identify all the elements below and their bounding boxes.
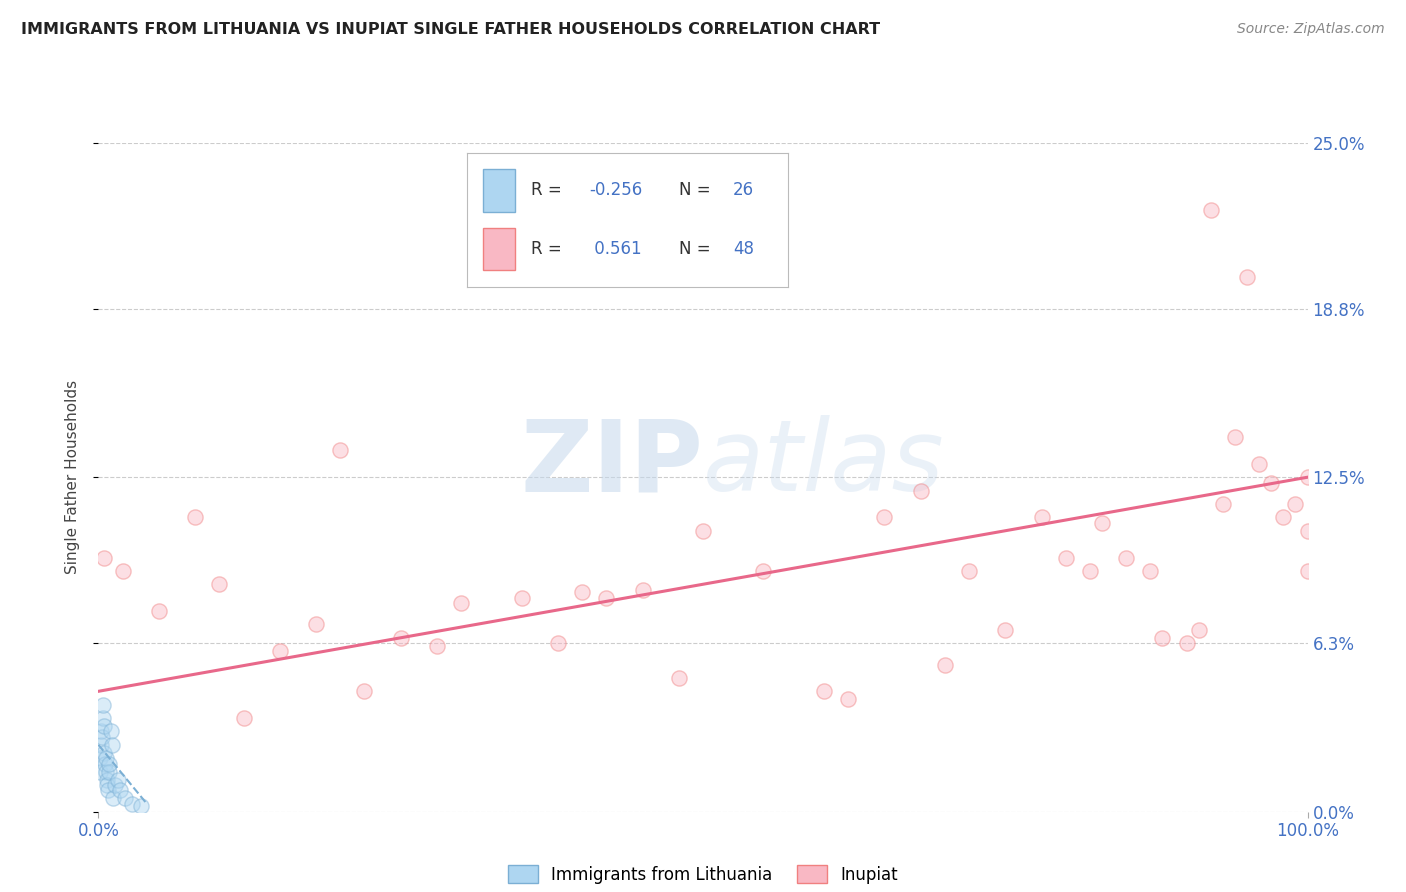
Point	[1188, 623, 1211, 637]
Point	[692, 524, 714, 538]
Point	[89, 764, 111, 779]
Point	[571, 585, 593, 599]
Point	[90, 738, 112, 752]
Point	[97, 783, 120, 797]
Point	[450, 596, 472, 610]
Point	[1152, 631, 1174, 645]
Point	[353, 684, 375, 698]
Point	[329, 443, 352, 458]
Point	[1284, 497, 1306, 511]
Point	[114, 791, 136, 805]
Point	[631, 582, 654, 597]
Point	[107, 772, 129, 787]
Point	[108, 783, 131, 797]
Point	[957, 564, 980, 578]
Point	[547, 636, 569, 650]
Point	[208, 577, 231, 591]
Point	[184, 510, 207, 524]
Point	[994, 623, 1017, 637]
Point	[91, 711, 114, 725]
Point	[752, 564, 775, 578]
Point	[1031, 510, 1053, 524]
Point	[1078, 564, 1101, 578]
Point	[129, 799, 152, 814]
Y-axis label: Single Father Households: Single Father Households	[65, 380, 80, 574]
Point	[1260, 475, 1282, 490]
Point	[934, 657, 956, 672]
Point	[98, 756, 121, 771]
Text: IMMIGRANTS FROM LITHUANIA VS INUPIAT SINGLE FATHER HOUSEHOLDS CORRELATION CHART: IMMIGRANTS FROM LITHUANIA VS INUPIAT SIN…	[21, 22, 880, 37]
Point	[101, 791, 124, 805]
Point	[93, 746, 115, 760]
Point	[595, 591, 617, 605]
Text: Source: ZipAtlas.com: Source: ZipAtlas.com	[1237, 22, 1385, 37]
Point	[94, 756, 117, 771]
Point	[1272, 510, 1295, 524]
Point	[389, 631, 412, 645]
Point	[94, 764, 117, 779]
Point	[1212, 497, 1234, 511]
Point	[1091, 516, 1114, 530]
Point	[91, 698, 114, 712]
Text: atlas: atlas	[703, 416, 945, 512]
Point	[100, 738, 122, 752]
Point	[1296, 524, 1319, 538]
Point	[90, 724, 112, 739]
Point	[813, 684, 835, 698]
Point	[1054, 550, 1077, 565]
Point	[96, 772, 118, 787]
Point	[100, 724, 122, 739]
Point	[1296, 470, 1319, 484]
Point	[873, 510, 896, 524]
Point	[1175, 636, 1198, 650]
Text: ZIP: ZIP	[520, 416, 703, 512]
Point	[1199, 202, 1222, 217]
Point	[93, 550, 115, 565]
Point	[1115, 550, 1137, 565]
Point	[96, 778, 118, 792]
Point	[1236, 269, 1258, 284]
Point	[91, 730, 114, 744]
Legend: Immigrants from Lithuania, Inupiat: Immigrants from Lithuania, Inupiat	[501, 858, 905, 890]
Point	[910, 483, 932, 498]
Point	[104, 778, 127, 792]
Point	[96, 751, 118, 765]
Point	[1223, 430, 1246, 444]
Point	[510, 591, 533, 605]
Point	[111, 564, 134, 578]
Point	[148, 604, 170, 618]
Point	[837, 692, 859, 706]
Point	[97, 764, 120, 779]
Point	[1249, 457, 1271, 471]
Point	[668, 671, 690, 685]
Point	[89, 751, 111, 765]
Point	[269, 644, 291, 658]
Point	[1139, 564, 1161, 578]
Point	[1296, 564, 1319, 578]
Point	[93, 719, 115, 733]
Point	[232, 711, 254, 725]
Point	[305, 617, 328, 632]
Point	[426, 639, 449, 653]
Point	[121, 797, 143, 811]
